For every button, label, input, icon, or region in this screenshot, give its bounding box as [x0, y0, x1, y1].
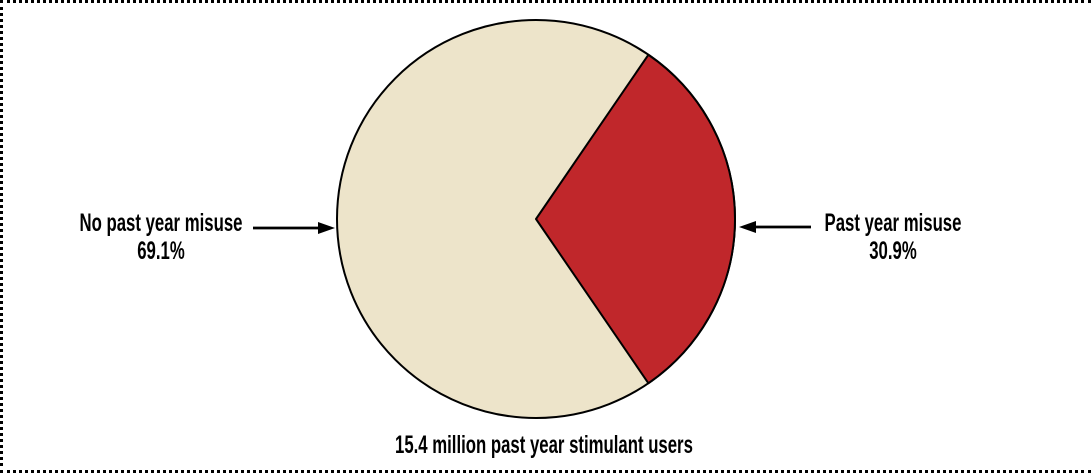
label-past-year-misuse: Past year misuse 30.9% [809, 209, 977, 265]
pie-slice-past-year-misuse [535, 53, 736, 385]
label-no-past-year-misuse-percent: 69.1% [137, 237, 185, 265]
label-past-year-misuse-percent: 30.9% [869, 237, 917, 265]
left-callout-arrow [253, 222, 335, 234]
label-no-past-year-misuse-text: No past year misuse [79, 209, 243, 237]
label-past-year-misuse-text: Past year misuse [824, 209, 962, 237]
right-callout-arrow [739, 221, 811, 233]
figure-caption: 15.4 million past year stimulant users [395, 431, 693, 459]
label-no-past-year-misuse: No past year misuse 69.1% [77, 209, 245, 265]
pie-chart [253, 19, 811, 419]
